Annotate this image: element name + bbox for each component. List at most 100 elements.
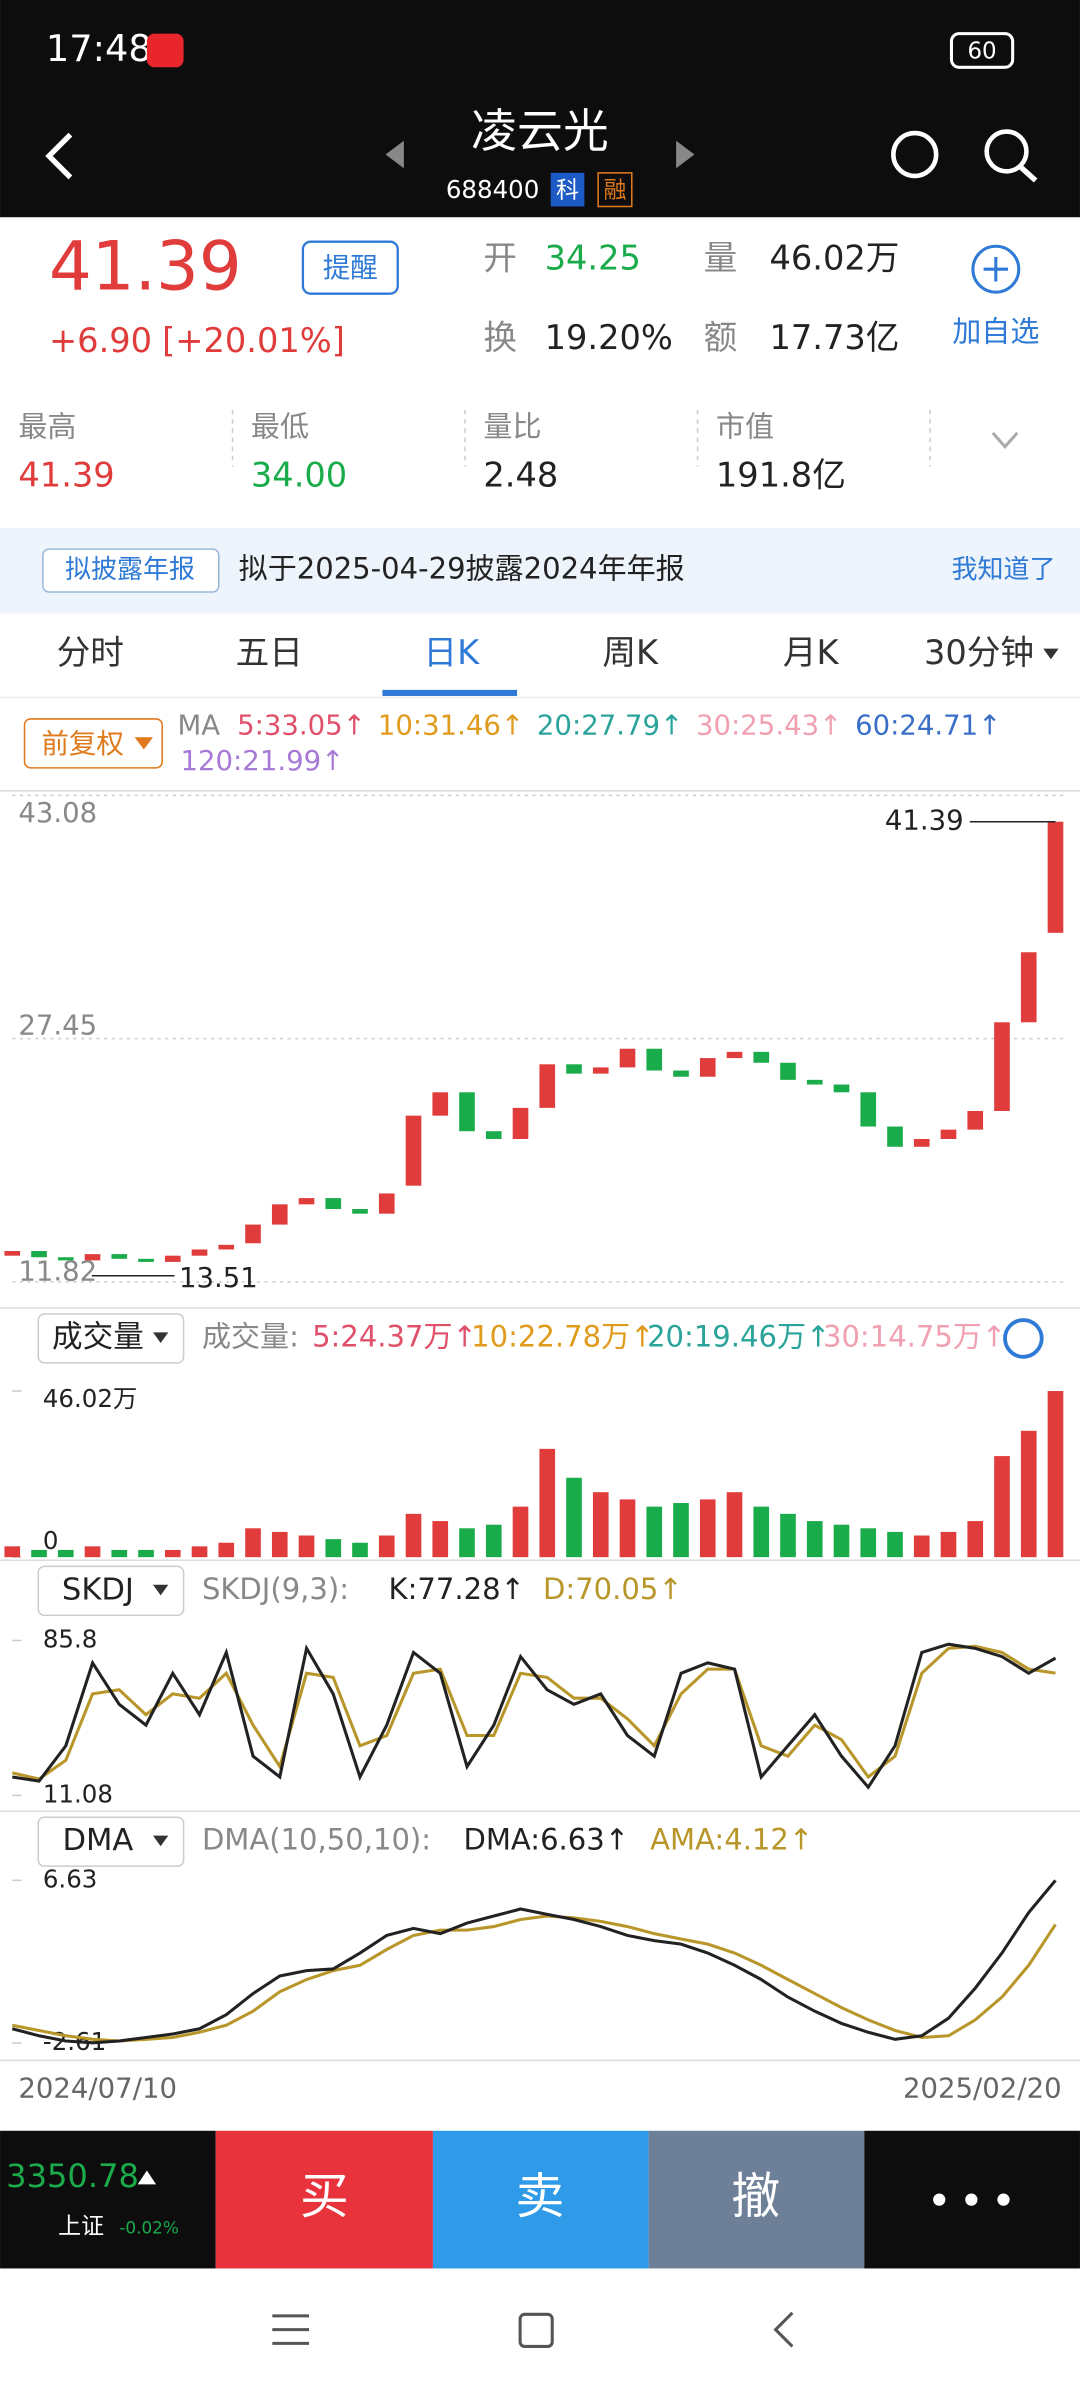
prev-stock[interactable] bbox=[385, 140, 404, 169]
sell-button[interactable] bbox=[432, 2130, 649, 2269]
indicator-value: 5:24.37万↑ bbox=[312, 1319, 477, 1353]
remind-button[interactable] bbox=[301, 240, 399, 295]
candle bbox=[887, 1126, 903, 1147]
indicator-button[interactable] bbox=[37, 1816, 185, 1867]
indicator-label: SKDJ(9,3): bbox=[202, 1572, 349, 1606]
y-tick-label: 46.02万 bbox=[43, 1384, 138, 1413]
k-line bbox=[12, 1642, 1057, 1790]
add-watch[interactable]: 加自选 bbox=[952, 314, 1039, 348]
change-pct: [+20.01%] bbox=[162, 321, 345, 360]
indicator-value: DMA:6.63↑ bbox=[464, 1823, 630, 1857]
sell-text: 卖 bbox=[516, 2168, 565, 2225]
banner-text: 拟于2025-04-29披露2024年年报 bbox=[239, 552, 685, 586]
candle bbox=[485, 1131, 502, 1139]
settings-icon[interactable] bbox=[1003, 1318, 1044, 1359]
candle bbox=[191, 1249, 208, 1256]
index-pct: -0.02% bbox=[119, 2218, 179, 2238]
indicator-caret bbox=[153, 1332, 169, 1344]
candle bbox=[673, 1070, 689, 1077]
volume-bar bbox=[592, 1492, 609, 1558]
stat-label: 量比 bbox=[483, 409, 541, 443]
candle bbox=[31, 1251, 47, 1258]
high-label: 41.39 bbox=[885, 805, 964, 837]
candle bbox=[432, 1092, 449, 1116]
search-icon[interactable] bbox=[984, 129, 1029, 174]
search-handle bbox=[1018, 164, 1038, 183]
tag-ke bbox=[550, 172, 585, 207]
indicator-name: SKDJ bbox=[62, 1572, 134, 1607]
banner-action[interactable]: 我知道了 bbox=[951, 555, 1055, 585]
ma-item: 30:25.43↑ bbox=[696, 710, 842, 742]
indicator-button[interactable] bbox=[37, 1313, 185, 1364]
indicator-button[interactable] bbox=[37, 1565, 185, 1617]
dot bbox=[965, 2193, 978, 2206]
ma-label: MA bbox=[177, 710, 220, 742]
stat-value: 2.48 bbox=[483, 456, 558, 495]
ma-legend: 5:33.05↑ 10:31.46↑ 20:27.79↑ 30:25.43↑ 60:24… bbox=[181, 710, 1002, 777]
buy-button[interactable] bbox=[215, 2130, 433, 2269]
candle bbox=[1020, 952, 1037, 1023]
volume-bar bbox=[245, 1528, 261, 1558]
back-button[interactable] bbox=[45, 132, 73, 180]
indicator-value: AMA:4.12↑ bbox=[650, 1823, 813, 1857]
tab[interactable]: 分时 bbox=[57, 633, 124, 672]
y-tick-label: 27.45 bbox=[18, 1009, 97, 1041]
volume-bar bbox=[325, 1539, 342, 1558]
add-icon[interactable] bbox=[971, 244, 1021, 294]
adjust-button[interactable] bbox=[23, 718, 163, 769]
tab[interactable]: 30分钟 bbox=[924, 633, 1034, 672]
next-stock[interactable] bbox=[676, 140, 695, 169]
tab[interactable]: 月K bbox=[783, 633, 840, 672]
tag-ke-text: 科 bbox=[556, 178, 579, 204]
open-label: 开 bbox=[483, 239, 517, 278]
tabs: 分时 五日 日K 周K 月K 30分钟 bbox=[57, 633, 1059, 696]
candle bbox=[860, 1092, 877, 1127]
add-plus bbox=[983, 256, 1009, 282]
tab-caret bbox=[1043, 648, 1059, 660]
service-icon[interactable] bbox=[891, 130, 939, 179]
tab[interactable]: 周K bbox=[602, 633, 659, 672]
tab[interactable]: 五日 bbox=[236, 633, 303, 672]
nav-home[interactable] bbox=[518, 2312, 554, 2348]
candle bbox=[619, 1048, 636, 1068]
candle bbox=[566, 1064, 582, 1074]
candle bbox=[164, 1255, 181, 1262]
vol-label: 量 bbox=[704, 239, 738, 278]
volume-bar bbox=[1020, 1430, 1037, 1558]
indicator-name: 成交量 bbox=[52, 1320, 144, 1355]
stat-label: 最低 bbox=[251, 409, 309, 443]
candle bbox=[833, 1084, 850, 1093]
indicator-caret bbox=[153, 1584, 169, 1596]
amt-label: 额 bbox=[704, 318, 738, 357]
tag-rong bbox=[597, 172, 633, 208]
indicator-value: 10:22.78万↑ bbox=[471, 1319, 654, 1353]
stock-name: 凌云光 bbox=[471, 104, 609, 158]
expand[interactable] bbox=[991, 431, 1019, 449]
volume-bar bbox=[967, 1521, 984, 1558]
nav-menu[interactable] bbox=[272, 2314, 310, 2345]
candle bbox=[512, 1107, 529, 1139]
tab[interactable]: 日K bbox=[423, 633, 480, 672]
candle bbox=[913, 1138, 930, 1147]
index-arrow bbox=[137, 2170, 157, 2185]
adjust-text: 前复权 bbox=[41, 728, 124, 760]
volume-bar bbox=[138, 1549, 154, 1558]
nav-back[interactable] bbox=[773, 2311, 794, 2348]
index-panel[interactable] bbox=[0, 2130, 216, 2269]
volume-bar bbox=[191, 1546, 208, 1558]
amt-value: 17.73亿 bbox=[769, 318, 899, 357]
candle bbox=[780, 1062, 796, 1080]
banner-tag: 拟披露年报 bbox=[65, 555, 195, 585]
volume-bar bbox=[940, 1531, 957, 1558]
volume-bar bbox=[646, 1506, 663, 1558]
volume-bar bbox=[566, 1477, 582, 1558]
dot bbox=[997, 2193, 1010, 2206]
turn-value: 19.20% bbox=[545, 318, 673, 357]
volume-bar bbox=[432, 1521, 449, 1558]
stat-label: 最高 bbox=[18, 409, 76, 443]
cancel-button[interactable] bbox=[648, 2130, 865, 2269]
candle bbox=[726, 1051, 743, 1059]
candle bbox=[806, 1079, 823, 1085]
